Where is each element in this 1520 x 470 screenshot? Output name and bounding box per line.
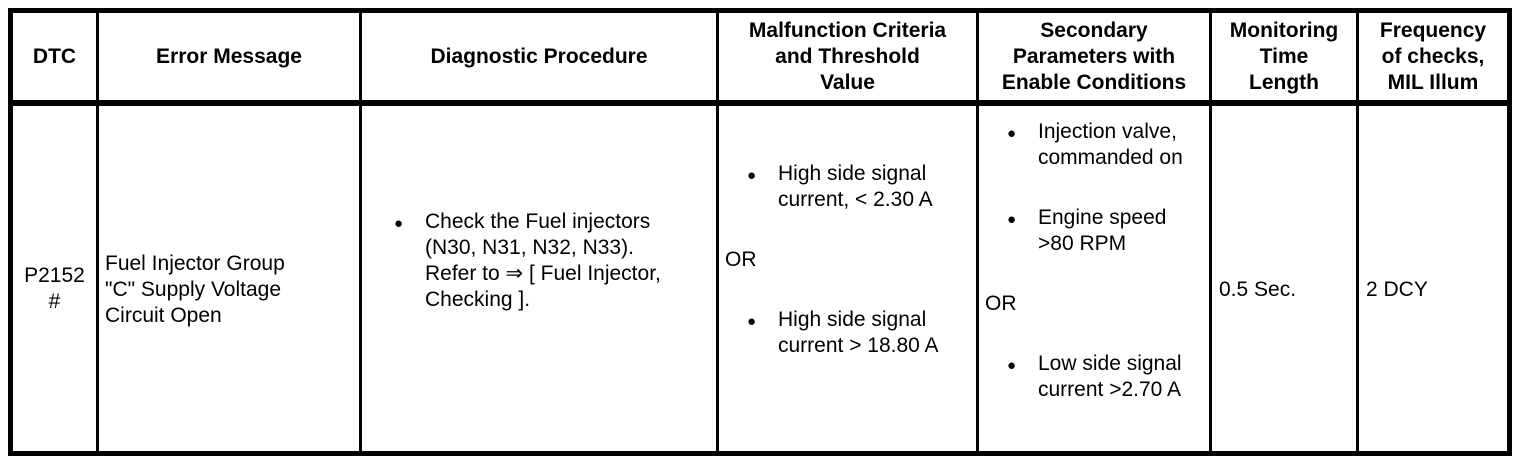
bullet-item-text: High side signal current > 18.80 A (778, 307, 939, 357)
cell-monitoring-time: 0.5 Sec. (1212, 106, 1359, 451)
bullet-icon: ● (747, 312, 757, 330)
secondary-parameters-list: ● Injection valve, commanded on ● Engine… (983, 119, 1205, 403)
column-header-dtc: DTC (13, 13, 99, 106)
monitoring-time-text: 0.5 Sec. (1219, 277, 1297, 301)
bullet-item: ● Low side signal current >2.70 A (983, 351, 1205, 403)
bullet-icon: ● (394, 214, 404, 232)
error-message-text: Fuel Injector Group "C" Supply Voltage C… (105, 251, 285, 327)
column-header-secondary-parameters: Secondary Parameters with Enable Conditi… (979, 13, 1212, 106)
cell-dtc-code: P2152 # (13, 106, 99, 451)
bullet-item: ● High side signal current, < 2.30 A (723, 161, 972, 213)
cell-error-message: Fuel Injector Group "C" Supply Voltage C… (99, 106, 362, 451)
bullet-item-text: Check the Fuel injectors (N30, N31, N32,… (425, 209, 661, 311)
bullet-item: ● Injection valve, commanded on (983, 119, 1205, 171)
bullet-item-text: Engine speed >80 RPM (1038, 206, 1167, 255)
diagnostic-procedure-list: ● Check the Fuel injectors (N30, N31, N3… (370, 209, 710, 313)
dtc-diagnostic-table: DTC Error Message Diagnostic Procedure M… (8, 8, 1512, 456)
column-header-malfunction-criteria: Malfunction Criteria and Threshold Value (719, 13, 979, 106)
bullet-icon: ● (747, 166, 757, 184)
or-connector: OR (985, 292, 1017, 315)
cell-frequency: 2 DCY (1359, 106, 1507, 451)
bullet-icon: ● (1007, 125, 1017, 142)
column-header-diagnostic-procedure: Diagnostic Procedure (362, 13, 719, 106)
bullet-item-text: High side signal current, < 2.30 A (778, 161, 933, 211)
bullet-icon: ● (1007, 211, 1017, 228)
frequency-text: 2 DCY (1366, 277, 1428, 301)
bullet-item: ● Engine speed >80 RPM (983, 205, 1205, 257)
malfunction-criteria-list: ● High side signal current, < 2.30 A OR … (723, 161, 972, 359)
cell-malfunction-criteria: ● High side signal current, < 2.30 A OR … (719, 106, 979, 451)
column-header-frequency: Frequency of checks, MIL Illum (1359, 13, 1507, 106)
column-header-error-message: Error Message (99, 13, 362, 106)
bullet-item: ● Check the Fuel injectors (N30, N31, N3… (370, 209, 710, 313)
or-connector: OR (725, 247, 757, 271)
cell-diagnostic-procedure: ● Check the Fuel injectors (N30, N31, N3… (362, 106, 719, 451)
dtc-code-text: P2152 # (24, 263, 85, 313)
bullet-item-text: Low side signal current >2.70 A (1038, 352, 1182, 401)
column-header-monitoring-time: Monitoring Time Length (1212, 13, 1359, 106)
cell-secondary-parameters: ● Injection valve, commanded on ● Engine… (979, 106, 1212, 451)
bullet-item: ● High side signal current > 18.80 A (723, 307, 972, 359)
bullet-item-text: Injection valve, commanded on (1038, 120, 1183, 169)
bullet-icon: ● (1007, 357, 1017, 374)
